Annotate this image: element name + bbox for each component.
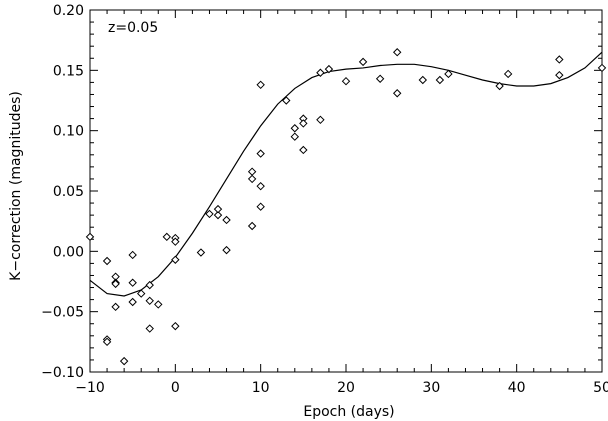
data-point-diamond (375, 74, 385, 83)
data-point-diamond (256, 149, 265, 158)
data-point-diamond (136, 289, 146, 298)
x-tick-label: 50 (593, 380, 608, 396)
data-point-diamond (128, 250, 137, 260)
data-point-diamond (119, 356, 129, 366)
data-points (85, 48, 607, 366)
data-point-diamond (102, 256, 112, 266)
data-point-diamond (85, 232, 95, 242)
x-tick-label: 30 (422, 380, 440, 396)
data-point-diamond (495, 81, 504, 91)
tick-labels: −10 0 10 20 30 40 50 −0.10 −0.05 0.00 0.05 0.10 0.15… (41, 3, 608, 396)
data-point-diamond (418, 75, 428, 85)
data-point-diamond (299, 119, 308, 128)
data-point-diamond (299, 145, 308, 155)
data-point-diamond (341, 76, 351, 86)
data-point-diamond (290, 132, 300, 141)
data-point-diamond (247, 174, 257, 184)
data-point-diamond (205, 209, 214, 219)
data-point-diamond (196, 248, 206, 257)
data-point-diamond (444, 69, 453, 79)
axis-ticks (89, 9, 603, 373)
data-point-diamond (256, 181, 265, 191)
data-point-diamond (555, 70, 564, 80)
data-point-diamond (145, 296, 154, 306)
data-point-diamond (154, 300, 163, 309)
y-tick-label: 0.05 (53, 184, 84, 200)
data-point-diamond (162, 232, 172, 242)
data-point-diamond (392, 48, 402, 57)
data-point-diamond (222, 215, 231, 225)
data-point-diamond (247, 221, 257, 231)
data-point-diamond (145, 324, 154, 333)
data-point-diamond (145, 280, 154, 290)
y-axis-label: K−correction (magnitudes) (8, 91, 24, 281)
redshift-annotation: z=0.05 (108, 20, 158, 36)
x-tick-label: 10 (252, 380, 270, 396)
x-tick-label: 40 (508, 380, 526, 396)
data-point-diamond (171, 255, 180, 264)
data-point-diamond (171, 321, 180, 331)
data-point-diamond (222, 245, 231, 255)
data-point-diamond (316, 68, 325, 77)
data-point-diamond (392, 89, 402, 98)
data-point-diamond (111, 302, 120, 312)
y-tick-label: 0.10 (53, 124, 84, 140)
data-point-diamond (324, 64, 334, 74)
x-tick-label: 0 (171, 380, 180, 396)
data-point-diamond (213, 204, 223, 214)
data-point-diamond (316, 115, 325, 125)
y-tick-label: 0.00 (53, 244, 84, 260)
x-axis-label: Epoch (days) (303, 404, 394, 420)
data-point-diamond (256, 202, 265, 211)
y-tick-label: −0.10 (41, 365, 84, 381)
data-point-diamond (111, 279, 120, 289)
x-tick-label: −10 (75, 380, 105, 396)
y-tick-label: 0.15 (53, 63, 84, 79)
data-point-diamond (290, 124, 300, 133)
x-tick-label: 20 (337, 380, 355, 396)
y-tick-label: 0.20 (53, 3, 84, 19)
data-point-diamond (282, 96, 291, 105)
data-point-diamond (435, 75, 445, 85)
data-point-diamond (213, 210, 223, 220)
data-point-diamond (171, 237, 180, 246)
data-point-diamond (358, 57, 368, 67)
data-point-diamond (128, 278, 137, 287)
data-point-diamond (102, 337, 112, 347)
data-point-diamond (597, 63, 607, 73)
data-point-diamond (503, 69, 513, 79)
data-point-diamond (128, 297, 137, 307)
data-point-diamond (256, 80, 265, 90)
data-point-diamond (555, 55, 564, 64)
y-tick-label: −0.05 (41, 305, 84, 321)
